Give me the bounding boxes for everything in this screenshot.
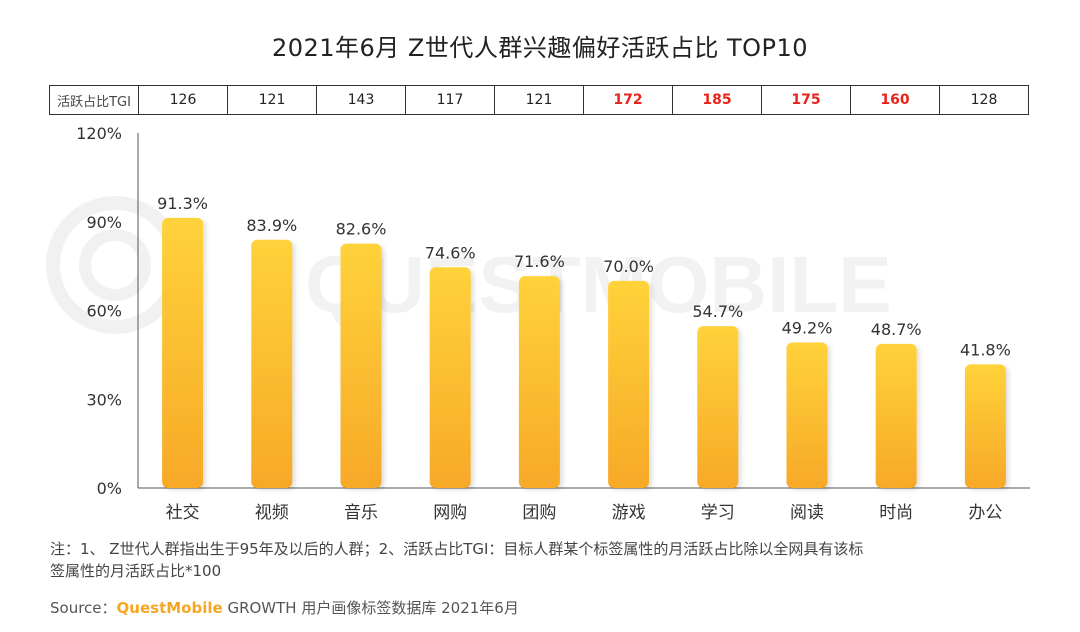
tgi-cell: 143 bbox=[316, 85, 406, 115]
footnote-line-1: 注：1、 Z世代人群指出生于95年及以后的人群；2、活跃占比TGI：目标人群某个… bbox=[50, 540, 864, 558]
tgi-row: 活跃占比TGI 126 121 143 117 121 172 185 175 … bbox=[49, 85, 1029, 115]
y-tick-label: 30% bbox=[86, 390, 122, 409]
bar bbox=[697, 326, 739, 488]
bar bbox=[251, 239, 293, 488]
tgi-cell: 160 bbox=[850, 85, 940, 115]
bar-value-label: 74.6% bbox=[425, 243, 476, 262]
watermark-text: QUESTMOBILE bbox=[305, 240, 892, 329]
bar bbox=[608, 280, 650, 488]
y-tick-label: 0% bbox=[97, 479, 122, 498]
bar-value-label: 83.9% bbox=[246, 216, 297, 235]
y-tick-label: 90% bbox=[86, 213, 122, 232]
bar-value-label: 70.0% bbox=[603, 257, 654, 276]
source-label: Source： bbox=[50, 599, 117, 617]
tgi-cell: 117 bbox=[405, 85, 495, 115]
x-tick-label: 办公 bbox=[968, 503, 1002, 523]
tgi-cell: 126 bbox=[138, 85, 228, 115]
x-tick-label: 阅读 bbox=[790, 503, 824, 523]
x-tick-label: 视频 bbox=[255, 503, 289, 523]
source-line: Source：QuestMobile GROWTH 用户画像标签数据库 2021… bbox=[50, 597, 519, 618]
x-tick-label: 音乐 bbox=[344, 503, 378, 523]
x-tick-label: 游戏 bbox=[612, 503, 646, 523]
tgi-row-label: 活跃占比TGI bbox=[49, 85, 139, 115]
bar-value-label: 54.7% bbox=[692, 302, 743, 321]
source-brand: QuestMobile bbox=[116, 599, 223, 617]
bar bbox=[786, 342, 828, 488]
tgi-cell: 121 bbox=[494, 85, 584, 115]
tgi-cell: 175 bbox=[761, 85, 851, 115]
bar bbox=[964, 364, 1006, 488]
tgi-table: 活跃占比TGI 126 121 143 117 121 172 185 175 … bbox=[49, 85, 1029, 115]
bar-value-label: 71.6% bbox=[514, 252, 565, 271]
bar bbox=[875, 343, 917, 488]
tgi-cell: 121 bbox=[227, 85, 317, 115]
x-tick-label: 社交 bbox=[166, 503, 200, 523]
source-rest: GROWTH 用户画像标签数据库 2021年6月 bbox=[222, 599, 519, 617]
chart-title: 2021年6月 Z世代人群兴趣偏好活跃占比 TOP10 bbox=[271, 34, 809, 62]
y-tick-label: 60% bbox=[86, 302, 122, 321]
watermark: QUESTMOBILE bbox=[46, 196, 892, 334]
x-tick-label: 学习 bbox=[701, 503, 735, 523]
bar-value-label: 49.2% bbox=[782, 318, 833, 337]
bar-value-label: 48.7% bbox=[871, 320, 922, 339]
tgi-cell: 128 bbox=[939, 85, 1029, 115]
bar bbox=[518, 276, 560, 488]
bar-value-label: 82.6% bbox=[336, 220, 387, 239]
footnote-line-2: 签属性的月活跃占比*100 bbox=[50, 562, 222, 580]
bar-value-label: 91.3% bbox=[157, 194, 208, 213]
x-tick-label: 网购 bbox=[433, 503, 467, 523]
bar bbox=[429, 267, 471, 488]
tgi-cell: 185 bbox=[672, 85, 762, 115]
x-tick-label: 时尚 bbox=[879, 503, 913, 523]
bar bbox=[340, 243, 382, 488]
y-tick-label: 120% bbox=[76, 124, 122, 143]
tgi-cell: 172 bbox=[583, 85, 673, 115]
x-tick-label: 团购 bbox=[522, 503, 556, 523]
bar bbox=[162, 217, 204, 488]
bar-value-label: 41.8% bbox=[960, 340, 1011, 359]
